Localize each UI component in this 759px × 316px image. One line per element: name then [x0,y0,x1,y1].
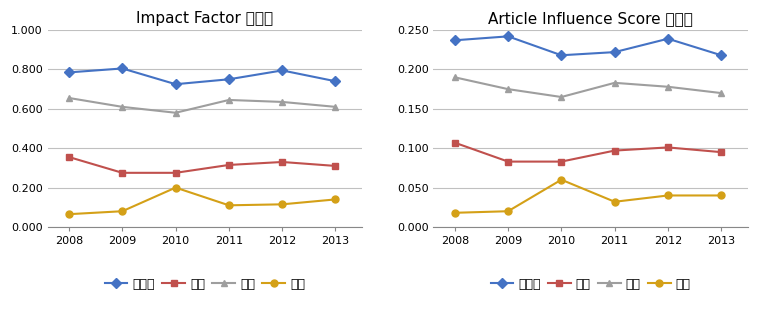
기타 [331,198,340,201]
기타 [663,194,672,198]
수도권 [225,77,234,81]
대전 [278,160,287,164]
Line: 기타: 기타 [65,184,339,218]
Line: 수도권: 수도권 [452,33,725,59]
수도권 [663,37,672,41]
기타 [225,204,234,207]
Title: Impact Factor 생산성: Impact Factor 생산성 [137,11,273,26]
대전 [118,171,127,175]
대전 [663,146,672,149]
대전 [716,150,726,154]
기타 [716,194,726,198]
지방 [663,85,672,89]
수도권 [610,50,619,54]
Line: 대전: 대전 [65,154,339,176]
지방 [716,91,726,95]
기타 [278,203,287,206]
기타 [65,212,74,216]
수도권 [171,82,180,86]
대전 [331,164,340,168]
지방 [557,95,566,99]
기타 [450,211,459,215]
지방 [331,105,340,109]
Line: 지방: 지방 [65,94,339,116]
지방 [450,76,459,79]
기타 [118,209,127,213]
대전 [65,155,74,159]
대전 [450,141,459,145]
수도권 [450,39,459,42]
Line: 대전: 대전 [452,139,725,165]
지방 [171,111,180,115]
수도권 [118,67,127,70]
대전 [503,160,512,163]
Line: 기타: 기타 [452,176,725,216]
지방 [503,87,512,91]
대전 [171,171,180,175]
지방 [65,96,74,100]
수도권 [716,53,726,57]
대전 [225,163,234,167]
대전 [557,160,566,163]
지방 [118,105,127,109]
기타 [557,178,566,182]
기타 [171,186,180,190]
Line: 수도권: 수도권 [65,65,339,88]
수도권 [65,70,74,74]
수도권 [503,34,512,38]
대전 [610,149,619,152]
Legend: 수도권, 대전, 지방, 기타: 수도권, 대전, 지방, 기타 [486,273,696,295]
지방 [225,98,234,102]
지방 [278,100,287,104]
수도권 [557,53,566,57]
지방 [610,81,619,85]
수도권 [278,69,287,72]
수도권 [331,79,340,83]
Line: 지방: 지방 [452,74,725,100]
기타 [503,209,512,213]
기타 [610,200,619,204]
Title: Article Influence Score 생산성: Article Influence Score 생산성 [488,11,693,26]
Legend: 수도권, 대전, 지방, 기타: 수도권, 대전, 지방, 기타 [100,273,310,295]
